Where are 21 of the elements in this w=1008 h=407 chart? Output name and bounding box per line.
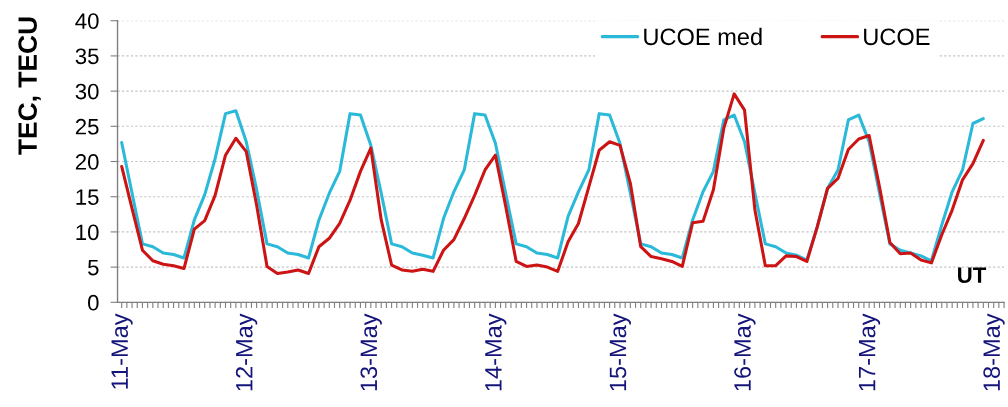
x-tick-label: 15-May	[609, 313, 631, 391]
x-tick-label: 16-May	[734, 313, 756, 391]
x-tick-label: 11-May	[111, 313, 133, 389]
legend-label: UCOE med	[644, 27, 762, 46]
x-tick-label: 12-May	[235, 313, 258, 391]
y-tick-label: 10	[76, 224, 99, 241]
y-tick-label: 15	[76, 189, 99, 205]
y-tick-label: 35	[75, 48, 99, 65]
y-tick-label: 25	[75, 118, 99, 135]
y-tick-label: 0	[87, 294, 99, 311]
y-tick-label: 20	[75, 154, 99, 170]
legend-label: UCOE	[864, 28, 930, 46]
y-tick-label: 40	[75, 13, 99, 29]
x-tick-label: 17-May	[858, 313, 881, 391]
y-tick-label: 30	[75, 83, 99, 100]
annotation: UT	[958, 267, 987, 283]
y-tick-label: 5	[88, 259, 99, 276]
x-tick-label: 13-May	[360, 313, 382, 391]
y-axis-title: TEC, TECU	[18, 17, 41, 155]
x-tick-label: 18-May	[983, 313, 1005, 391]
x-tick-label: 14-May	[485, 313, 507, 391]
